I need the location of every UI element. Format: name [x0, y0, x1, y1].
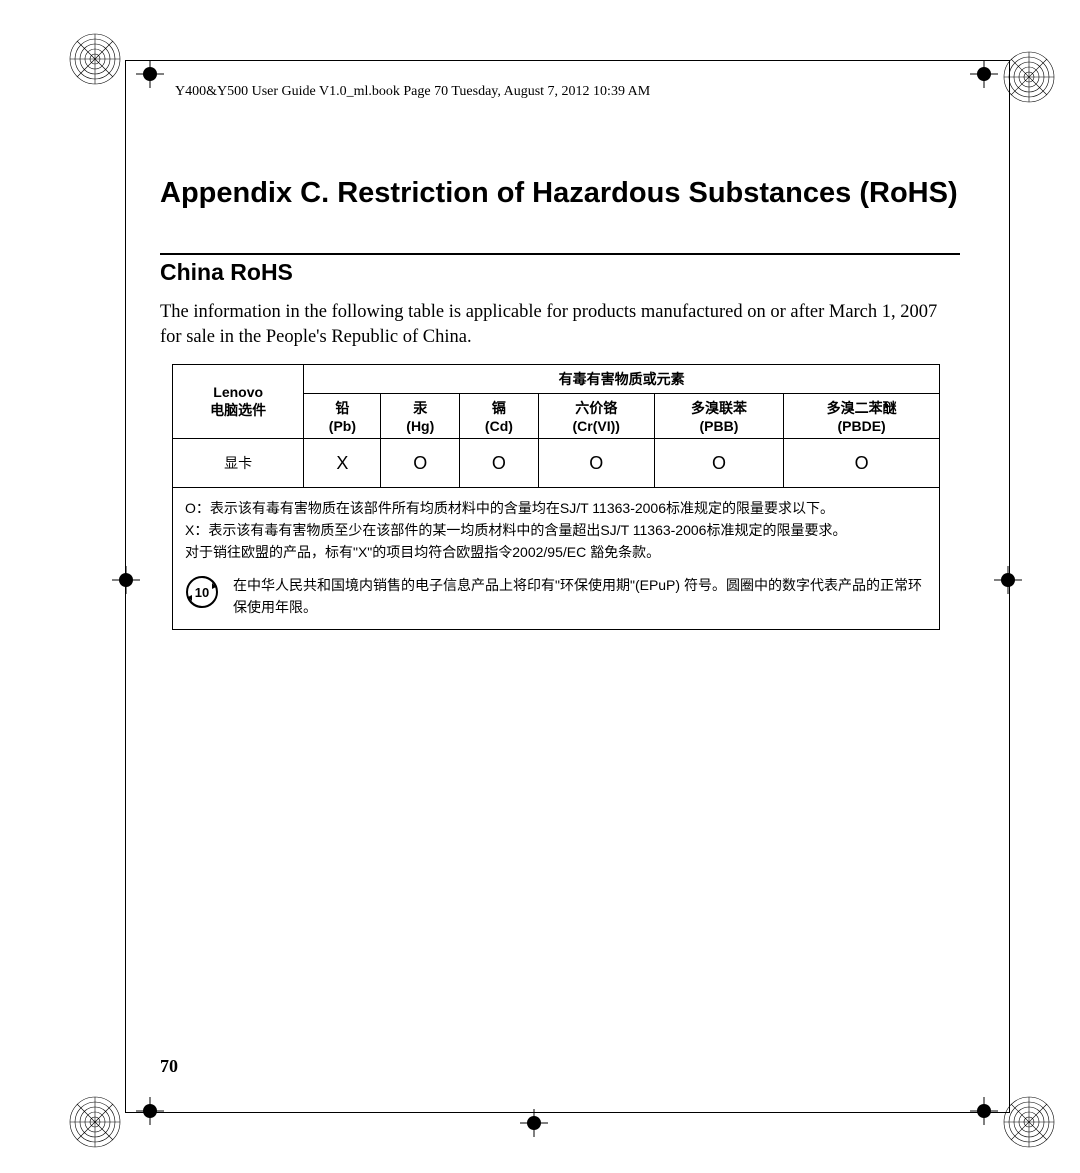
table-notes-cell: O：表示该有毒有害物质在该部件所有均质材料中的含量均在SJ/T 11363-20… — [173, 488, 940, 629]
table-cell: O — [654, 439, 784, 488]
registration-mark — [994, 566, 1022, 594]
epup-text: 在中华人民共和国境内销售的电子信息产品上将印有"环保使用期"(EPuP) 符号。… — [233, 575, 927, 618]
note-o: O：表示该有毒有害物质在该部件所有均质材料中的含量均在SJ/T 11363-20… — [185, 498, 927, 520]
crop-mark-top-left — [68, 32, 122, 86]
table-group-header: 有毒有害物质或元素 — [304, 365, 940, 394]
registration-mark — [136, 1097, 164, 1125]
rohs-table: Lenovo 电脑选件 有毒有害物质或元素 铅(Pb) 汞(Hg) 镉(Cd) … — [172, 364, 940, 629]
table-cell: O — [538, 439, 654, 488]
intro-paragraph: The information in the following table i… — [160, 300, 960, 350]
table-corner-header: Lenovo 电脑选件 — [173, 365, 304, 439]
corner-label-1: Lenovo — [213, 384, 263, 400]
col-header: 汞(Hg) — [381, 394, 460, 439]
crop-mark-bottom-left — [68, 1095, 122, 1149]
section-rule: China RoHS — [160, 253, 960, 286]
registration-mark — [136, 60, 164, 88]
registration-mark — [970, 60, 998, 88]
print-header-line: Y400&Y500 User Guide V1.0_ml.book Page 7… — [175, 84, 650, 100]
crop-mark-bottom-right — [1002, 1095, 1056, 1149]
epup-badge-icon: 10 — [185, 575, 219, 609]
col-header: 多溴联苯(PBB) — [654, 394, 784, 439]
col-header: 六价铬(Cr(VI)) — [538, 394, 654, 439]
registration-mark — [520, 1109, 548, 1137]
crop-mark-top-right — [1002, 50, 1056, 104]
row-label: 显卡 — [173, 439, 304, 488]
col-header: 镉(Cd) — [460, 394, 539, 439]
note-eu: 对于销往欧盟的产品，标有"X"的项目均符合欧盟指令2002/95/EC 豁免条款… — [185, 542, 927, 564]
col-header: 多溴二苯醚(PBDE) — [784, 394, 940, 439]
epup-number: 10 — [195, 585, 209, 600]
note-x: X：表示该有毒有害物质至少在该部件的某一均质材料中的含量超出SJ/T 11363… — [185, 520, 927, 542]
col-header: 铅(Pb) — [304, 394, 381, 439]
page-number: 70 — [160, 1056, 178, 1077]
corner-label-2: 电脑选件 — [210, 402, 266, 418]
table-cell: X — [304, 439, 381, 488]
table-row: 显卡 X O O O O O — [173, 439, 940, 488]
table-cell: O — [784, 439, 940, 488]
registration-mark — [970, 1097, 998, 1125]
section-subtitle: China RoHS — [160, 259, 293, 285]
table-cell: O — [460, 439, 539, 488]
registration-mark — [112, 566, 140, 594]
appendix-title: Appendix C. Restriction of Hazardous Sub… — [160, 175, 960, 211]
table-cell: O — [381, 439, 460, 488]
